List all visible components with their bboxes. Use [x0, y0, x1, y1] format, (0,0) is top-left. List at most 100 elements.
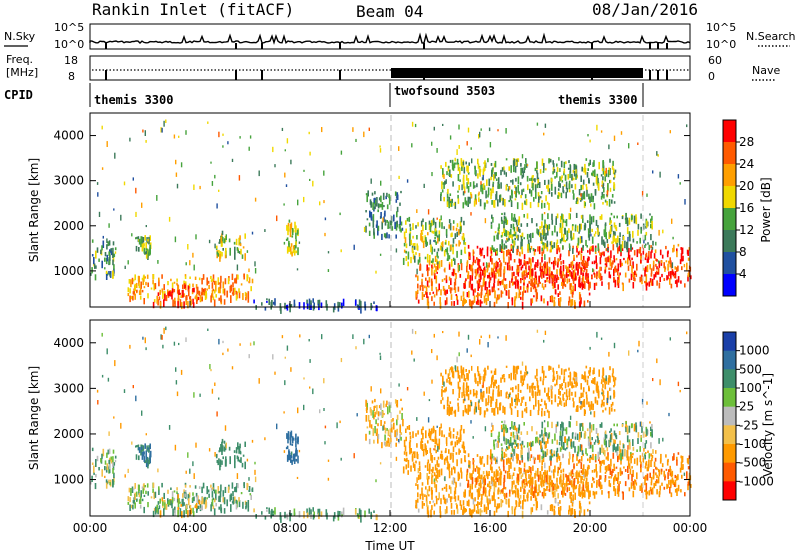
- echo-cell: [566, 266, 568, 274]
- echo-cell: [430, 487, 433, 495]
- echo-cell: [490, 191, 492, 200]
- echo-cell: [109, 482, 111, 486]
- echo-cell: [501, 456, 504, 460]
- echo-cell: [573, 463, 575, 469]
- echo-cell: [523, 462, 526, 468]
- echo-cell: [580, 456, 583, 462]
- echo-cell: [526, 287, 529, 293]
- echo-cell: [446, 297, 448, 305]
- echo-cell: [500, 499, 502, 508]
- echo-cell: [580, 261, 583, 265]
- echo-cell: [198, 291, 201, 296]
- echo-cell: [479, 508, 482, 517]
- echo-cell: [421, 273, 424, 277]
- echo-cell: [464, 280, 466, 288]
- echo-cell: [513, 448, 515, 456]
- echo-cell: [525, 469, 527, 476]
- echo-cell: [211, 181, 214, 186]
- echo-cell: [288, 247, 290, 252]
- echo-cell: [536, 183, 539, 189]
- echo-cell: [383, 233, 386, 238]
- echo-cell: [430, 509, 432, 518]
- echo-cell: [164, 502, 166, 510]
- echo-cell: [621, 449, 624, 457]
- echo-cell: [640, 226, 642, 234]
- echo-cell: [543, 212, 546, 215]
- echo-cell: [546, 266, 549, 271]
- echo-cell: [318, 508, 321, 517]
- echo-cell: [211, 289, 214, 297]
- echo-cell: [145, 490, 147, 495]
- echo-cell: [666, 459, 669, 466]
- echo-cell: [284, 511, 286, 519]
- echo-cell: [523, 237, 525, 240]
- echo-cell: [520, 167, 522, 176]
- echo-cell: [541, 247, 543, 252]
- echo-cell: [482, 390, 485, 398]
- echo-cell: [684, 199, 686, 205]
- echo-cell: [138, 284, 141, 289]
- echo-cell: [502, 423, 505, 430]
- echo-cell: [505, 158, 508, 161]
- echo-cell: [534, 385, 536, 390]
- echo-cell: [600, 484, 603, 489]
- echo-cell: [617, 247, 619, 254]
- echo-cell: [308, 131, 310, 135]
- echo-cell: [588, 283, 590, 291]
- echo-cell: [680, 253, 683, 261]
- echo-cell: [602, 176, 604, 181]
- echo-cell: [543, 298, 545, 304]
- echo-cell: [414, 123, 417, 128]
- echo-cell: [635, 482, 638, 486]
- echo-cell: [426, 465, 429, 471]
- echo-cell: [649, 421, 651, 424]
- colorbar-swatch: [723, 142, 736, 165]
- echo-cell: [550, 178, 553, 182]
- echo-cell: [422, 240, 425, 249]
- echo-cell: [483, 295, 486, 304]
- echo-cell: [576, 405, 578, 410]
- echo-cell: [577, 459, 580, 464]
- echo-cell: [509, 228, 512, 236]
- echo-cell: [441, 397, 444, 401]
- echo-cell: [431, 268, 433, 276]
- echo-cell: [619, 272, 621, 276]
- echo-cell: [583, 509, 586, 516]
- echo-cell: [407, 459, 410, 468]
- echo-cell: [644, 245, 646, 248]
- echo-cell: [621, 262, 623, 266]
- echo-cell: [559, 253, 562, 257]
- echo-cell: [519, 500, 522, 504]
- echo-cell: [490, 267, 493, 276]
- echo-cell: [562, 487, 564, 494]
- echo-cell: [687, 466, 690, 470]
- echo-cell: [423, 183, 425, 188]
- echo-cell: [460, 249, 463, 256]
- echo-cell: [681, 266, 683, 271]
- echo-cell: [592, 405, 594, 411]
- echo-cell: [106, 452, 108, 458]
- echo-cell: [446, 247, 449, 255]
- echo-cell: [468, 499, 470, 507]
- echo-cell: [291, 243, 293, 247]
- echo-cell: [176, 278, 178, 282]
- echo-cell: [516, 488, 519, 495]
- echo-cell: [441, 389, 443, 397]
- echo-cell: [579, 423, 581, 432]
- echo-cell: [221, 230, 224, 235]
- echo-cell: [193, 496, 195, 502]
- echo-cell: [655, 270, 658, 275]
- echo-cell: [674, 271, 677, 279]
- echo-cell: [561, 483, 564, 488]
- echo-cell: [673, 244, 675, 252]
- echo-cell: [613, 277, 616, 282]
- echo-cell: [672, 456, 674, 461]
- echo-cell: [450, 287, 452, 294]
- echo-cell: [582, 400, 585, 407]
- echo-cell: [565, 473, 567, 478]
- echo-cell: [448, 485, 451, 490]
- echo-cell: [524, 194, 527, 199]
- echo-cell: [442, 375, 444, 383]
- echo-cell: [548, 484, 551, 492]
- echo-cell: [616, 279, 619, 286]
